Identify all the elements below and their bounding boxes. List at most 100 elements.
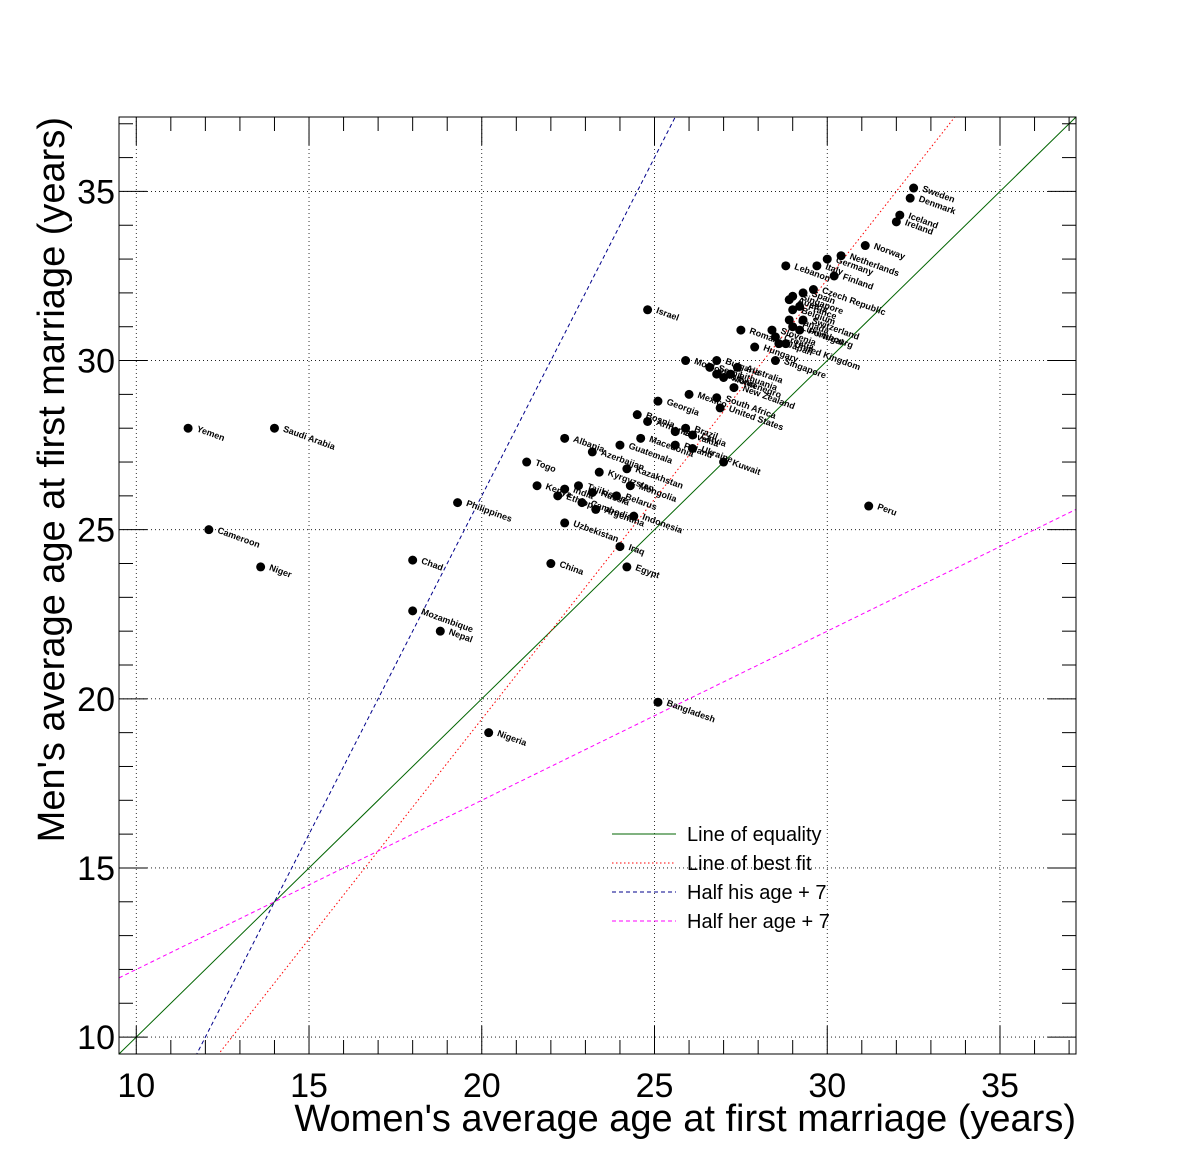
point-label: Israel: [655, 305, 681, 322]
y-tick-label: 35: [77, 173, 115, 211]
data-point: [767, 325, 777, 335]
data-point: [560, 518, 570, 528]
data-point: [798, 288, 808, 298]
data-point: [781, 339, 791, 349]
data-point: [612, 491, 622, 501]
data-point: [712, 369, 722, 379]
data-point: [688, 444, 698, 454]
data-point: [822, 254, 832, 264]
y-tick-label: 15: [77, 850, 115, 888]
point-label: Peru: [876, 501, 898, 517]
data-point: [719, 457, 729, 467]
data-point: [750, 342, 760, 352]
point-label: Niger: [268, 562, 294, 579]
data-point: [732, 362, 742, 372]
data-point: [256, 562, 266, 572]
data-point: [622, 464, 632, 474]
data-point: [891, 217, 901, 227]
x-tick-label: 30: [808, 1067, 846, 1105]
legend-label: Half her age + 7: [687, 911, 830, 933]
data-point: [784, 295, 794, 305]
x-tick-label: 20: [463, 1067, 501, 1105]
x-tick-label: 35: [981, 1067, 1019, 1105]
data-point: [808, 285, 818, 295]
data-point: [269, 423, 279, 433]
data-point: [712, 393, 722, 403]
point-label: Saudi Arabia: [282, 424, 338, 452]
point-label: Togo: [534, 458, 558, 475]
point-label: Mozambique: [420, 606, 475, 634]
y-tick-label: 25: [77, 512, 115, 550]
legend-label: Half his age + 7: [687, 882, 827, 904]
data-point: [788, 322, 798, 332]
point-label: Singapore: [783, 356, 828, 380]
data-point: [653, 396, 663, 406]
data-point: [577, 498, 587, 508]
legend: Line of equality Line of best fit Half his…: [612, 824, 830, 933]
data-point: [560, 484, 570, 494]
x-axis-title: Women's average age at first marriage (y…: [294, 1098, 1076, 1140]
tick-labels: 10 15 20 25 30 35 10 15 20 25 30 35: [77, 173, 1019, 1105]
data-point: [546, 559, 556, 569]
data-point: [864, 501, 874, 511]
data-point: [522, 457, 532, 467]
x-tick-label: 15: [290, 1067, 328, 1105]
data-point: [715, 403, 725, 413]
point-label: Uzbekistan: [572, 518, 620, 544]
legend-label: Line of equality: [687, 824, 822, 846]
data-point: [684, 389, 694, 399]
plot-frame: [118, 116, 1077, 1055]
data-point: [770, 356, 780, 366]
data-point: [788, 305, 798, 315]
data-point: [622, 562, 632, 572]
data-point: [573, 481, 583, 491]
point-label: Iraq: [627, 542, 646, 557]
data-point: [836, 251, 846, 261]
point-label: Yemen: [195, 424, 226, 443]
data-point: [594, 467, 604, 477]
data-point: [705, 362, 715, 372]
reference-line: [119, 117, 1076, 1054]
point-label: Bangladesh: [665, 698, 716, 725]
data-point: [560, 433, 570, 443]
data-point: [829, 271, 839, 281]
data-point: [625, 481, 635, 491]
data-point: [784, 315, 794, 325]
y-axis-title: Men's average age at first marriage (yea…: [31, 117, 73, 842]
data-point: [183, 423, 193, 433]
legend-label: Line of best fit: [687, 853, 812, 875]
data-point: [591, 504, 601, 514]
point-label: Chad: [420, 556, 445, 573]
y-tick-label: 30: [77, 343, 115, 381]
x-tick-label: 10: [117, 1067, 155, 1105]
data-point: [895, 210, 905, 220]
data-point: [681, 423, 691, 433]
data-point: [681, 356, 691, 366]
reference-line: [119, 508, 1076, 979]
data-point: [670, 427, 680, 437]
data-point: [712, 356, 722, 366]
point-label: Mexico: [696, 390, 729, 410]
data-point: [632, 410, 642, 420]
data-point: [905, 193, 915, 203]
data-point: [587, 487, 597, 497]
point-label: Philippines: [465, 498, 514, 524]
point-label: Egypt: [634, 562, 661, 580]
point-label: Indonesia: [641, 512, 685, 536]
data-point: [670, 440, 680, 450]
data-point: [643, 305, 653, 315]
data-point: [629, 511, 639, 521]
data-point: [812, 261, 822, 271]
grid: [119, 117, 1076, 1054]
data-point: [408, 555, 418, 565]
data-point: [688, 430, 698, 440]
point-label: Georgia: [665, 397, 701, 418]
data-point: [453, 498, 463, 508]
point-label: Nigeria: [496, 728, 529, 748]
axis-ticks: [119, 117, 1076, 1054]
data-point: [774, 339, 784, 349]
data-points: SwedenDenmarkIcelandIrelandNorwayNetherl…: [183, 184, 958, 748]
data-point: [729, 383, 739, 393]
data-point: [798, 315, 808, 325]
point-label: Cameroon: [216, 525, 261, 550]
